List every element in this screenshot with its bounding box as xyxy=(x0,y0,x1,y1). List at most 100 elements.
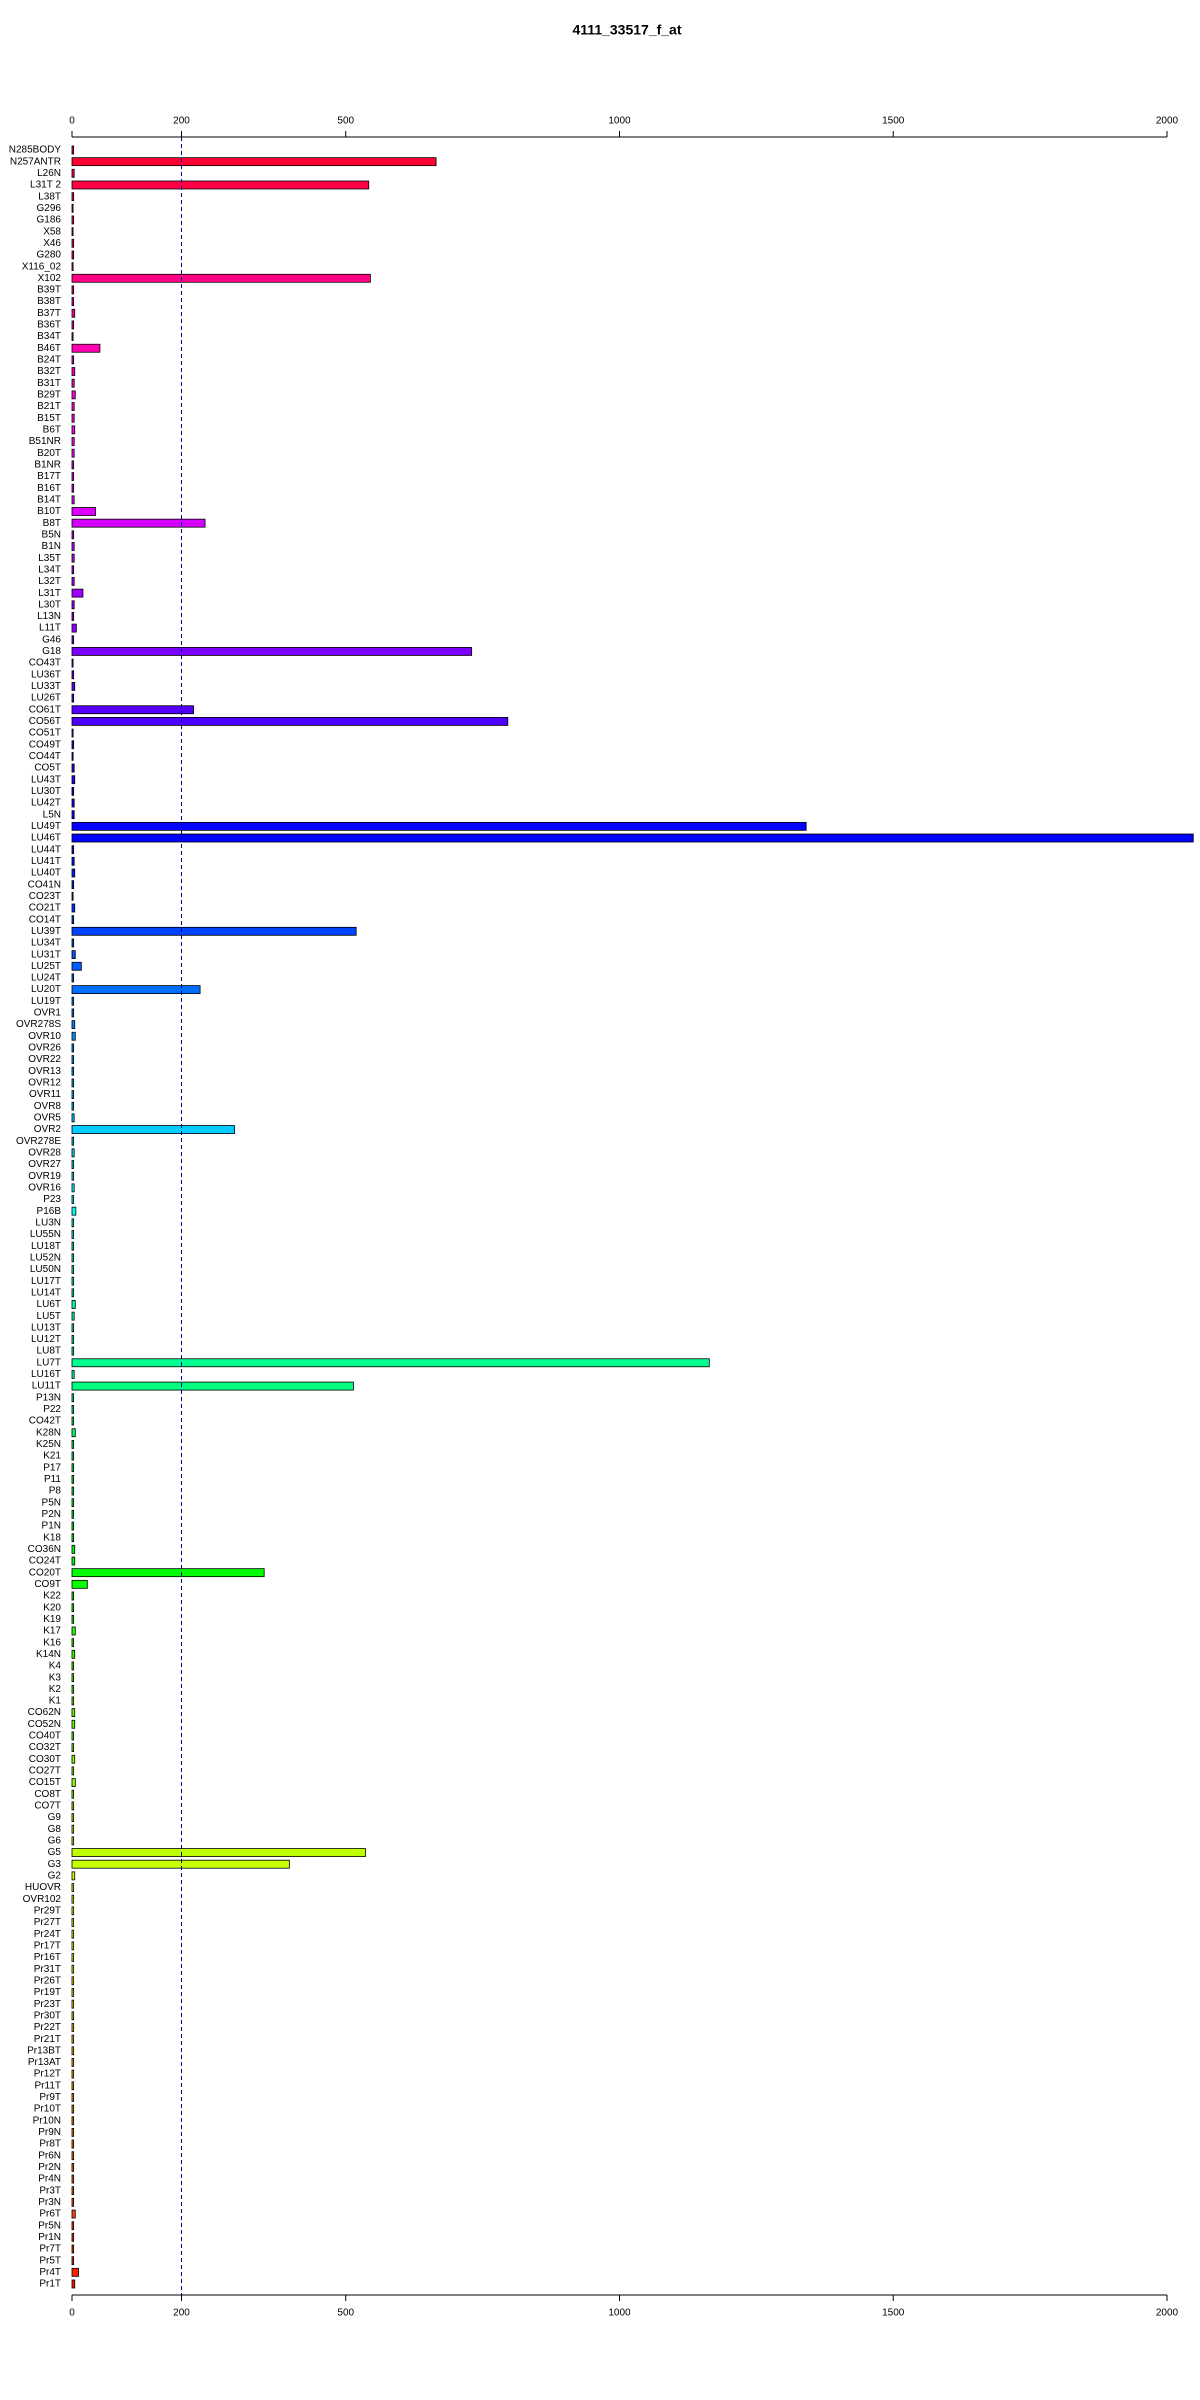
bar xyxy=(71,868,76,878)
y-tick-label: LU46T xyxy=(31,833,61,844)
bar xyxy=(71,542,75,551)
bar xyxy=(71,530,75,540)
bar xyxy=(71,716,509,726)
y-tick-label: LU55N xyxy=(30,1229,61,1240)
bar xyxy=(71,658,74,668)
bar xyxy=(71,2186,75,2196)
y-tick-label: OVR28 xyxy=(28,1148,61,1159)
y-tick-label: LU49T xyxy=(31,821,61,832)
y-tick-label: OVR5 xyxy=(34,1113,62,1124)
y-tick-label: Pr24T xyxy=(34,1929,61,1940)
y-tick-label: OVR8 xyxy=(34,1101,62,1112)
y-tick-label: Pr11T xyxy=(35,2080,62,2091)
bar xyxy=(71,1008,75,1018)
bar xyxy=(71,1078,75,1088)
x-tick-label: 2000 xyxy=(1156,2308,1179,2319)
bar xyxy=(71,343,101,353)
y-tick-label: LU6T xyxy=(37,1299,61,1310)
bar xyxy=(71,1171,75,1181)
y-tick-label: Pr27T xyxy=(34,1917,61,1928)
y-tick-label: LU18T xyxy=(31,1241,61,1252)
y-tick-label: CO56T xyxy=(29,716,61,727)
bar xyxy=(71,1614,75,1624)
bar xyxy=(71,1428,76,1438)
bar xyxy=(71,1160,75,1169)
bar xyxy=(71,1241,75,1251)
y-tick-label: B16T xyxy=(37,483,61,494)
bar xyxy=(71,1335,75,1344)
y-tick-label: G280 xyxy=(37,250,62,261)
y-tick-label: B21T xyxy=(37,401,61,412)
y-tick-label: B32T xyxy=(37,366,61,377)
y-tick-label: Pr13BT xyxy=(27,2045,61,2056)
y-tick-label: L31T xyxy=(38,588,61,599)
y-tick-label: Pr30T xyxy=(34,2010,61,2021)
bar xyxy=(71,1929,75,1939)
y-tick-label: CO49T xyxy=(29,739,61,750)
bar xyxy=(71,390,76,400)
bar xyxy=(71,1673,75,1683)
y-tick-label: CO43T xyxy=(29,658,61,669)
y-tick-label: Pr5N xyxy=(38,2220,61,2231)
x-tick-label: 1500 xyxy=(882,116,905,127)
bar xyxy=(71,845,75,855)
bar xyxy=(71,507,96,516)
y-tick-label: LU52N xyxy=(30,1252,61,1263)
y-tick-label: CO7T xyxy=(34,1801,61,1812)
bar xyxy=(71,985,201,995)
bar xyxy=(71,273,371,283)
y-tick-label: LU11T xyxy=(32,1381,61,1392)
bar xyxy=(71,1743,75,1752)
y-tick-label: CO21T xyxy=(29,903,61,914)
bar xyxy=(71,891,74,901)
y-tick-label: LU34T xyxy=(31,938,61,949)
bar xyxy=(71,1754,76,1764)
bar xyxy=(71,693,75,703)
bar xyxy=(71,1031,76,1041)
bar xyxy=(71,1323,75,1333)
y-tick-label: OVR11 xyxy=(29,1089,61,1100)
bar xyxy=(71,1265,75,1274)
y-tick-label: G18 xyxy=(42,646,61,657)
y-tick-label: HUOVR xyxy=(25,1882,61,1893)
y-tick-label: L31T 2 xyxy=(30,180,61,191)
bar xyxy=(71,1603,75,1613)
y-tick-label: CO8T xyxy=(34,1789,61,1800)
y-tick-label: K22 xyxy=(43,1591,61,1602)
bar xyxy=(71,1101,75,1111)
y-tick-label: G46 xyxy=(42,634,61,645)
bar xyxy=(71,798,75,808)
y-tick-label: B38T xyxy=(37,296,61,307)
bar xyxy=(71,1871,76,1881)
bar xyxy=(71,2279,76,2289)
bar xyxy=(71,145,75,155)
y-tick-label: Pr16T xyxy=(34,1952,61,1963)
bar xyxy=(71,938,75,948)
bar xyxy=(71,1696,75,1706)
bar xyxy=(71,740,75,750)
y-tick-label: B10T xyxy=(37,506,61,517)
bar xyxy=(71,262,74,272)
y-tick-label: K3 xyxy=(49,1672,62,1683)
y-tick-label: Pr9T xyxy=(39,2092,61,2103)
bar xyxy=(71,1498,75,1508)
y-tick-label: K25N xyxy=(36,1439,61,1450)
y-tick-label: K4 xyxy=(49,1661,62,1672)
bar xyxy=(71,1416,75,1426)
y-tick-label: Pr2N xyxy=(38,2162,61,2173)
y-tick-label: P5N xyxy=(42,1497,61,1508)
bar xyxy=(71,437,75,446)
bar xyxy=(71,1066,75,1076)
bar xyxy=(71,1136,75,1146)
y-tick-label: B15T xyxy=(37,413,61,424)
bar xyxy=(71,950,76,960)
bar xyxy=(71,1661,75,1671)
y-tick-label: K17 xyxy=(43,1626,61,1637)
y-tick-label: CO24T xyxy=(29,1556,61,1567)
bar xyxy=(71,2034,75,2044)
y-tick-label: LU31T xyxy=(31,949,61,960)
y-tick-label: Pr21T xyxy=(34,2034,61,2045)
y-tick-label: LU3N xyxy=(35,1217,61,1228)
y-tick-label: LU20T xyxy=(31,984,61,995)
